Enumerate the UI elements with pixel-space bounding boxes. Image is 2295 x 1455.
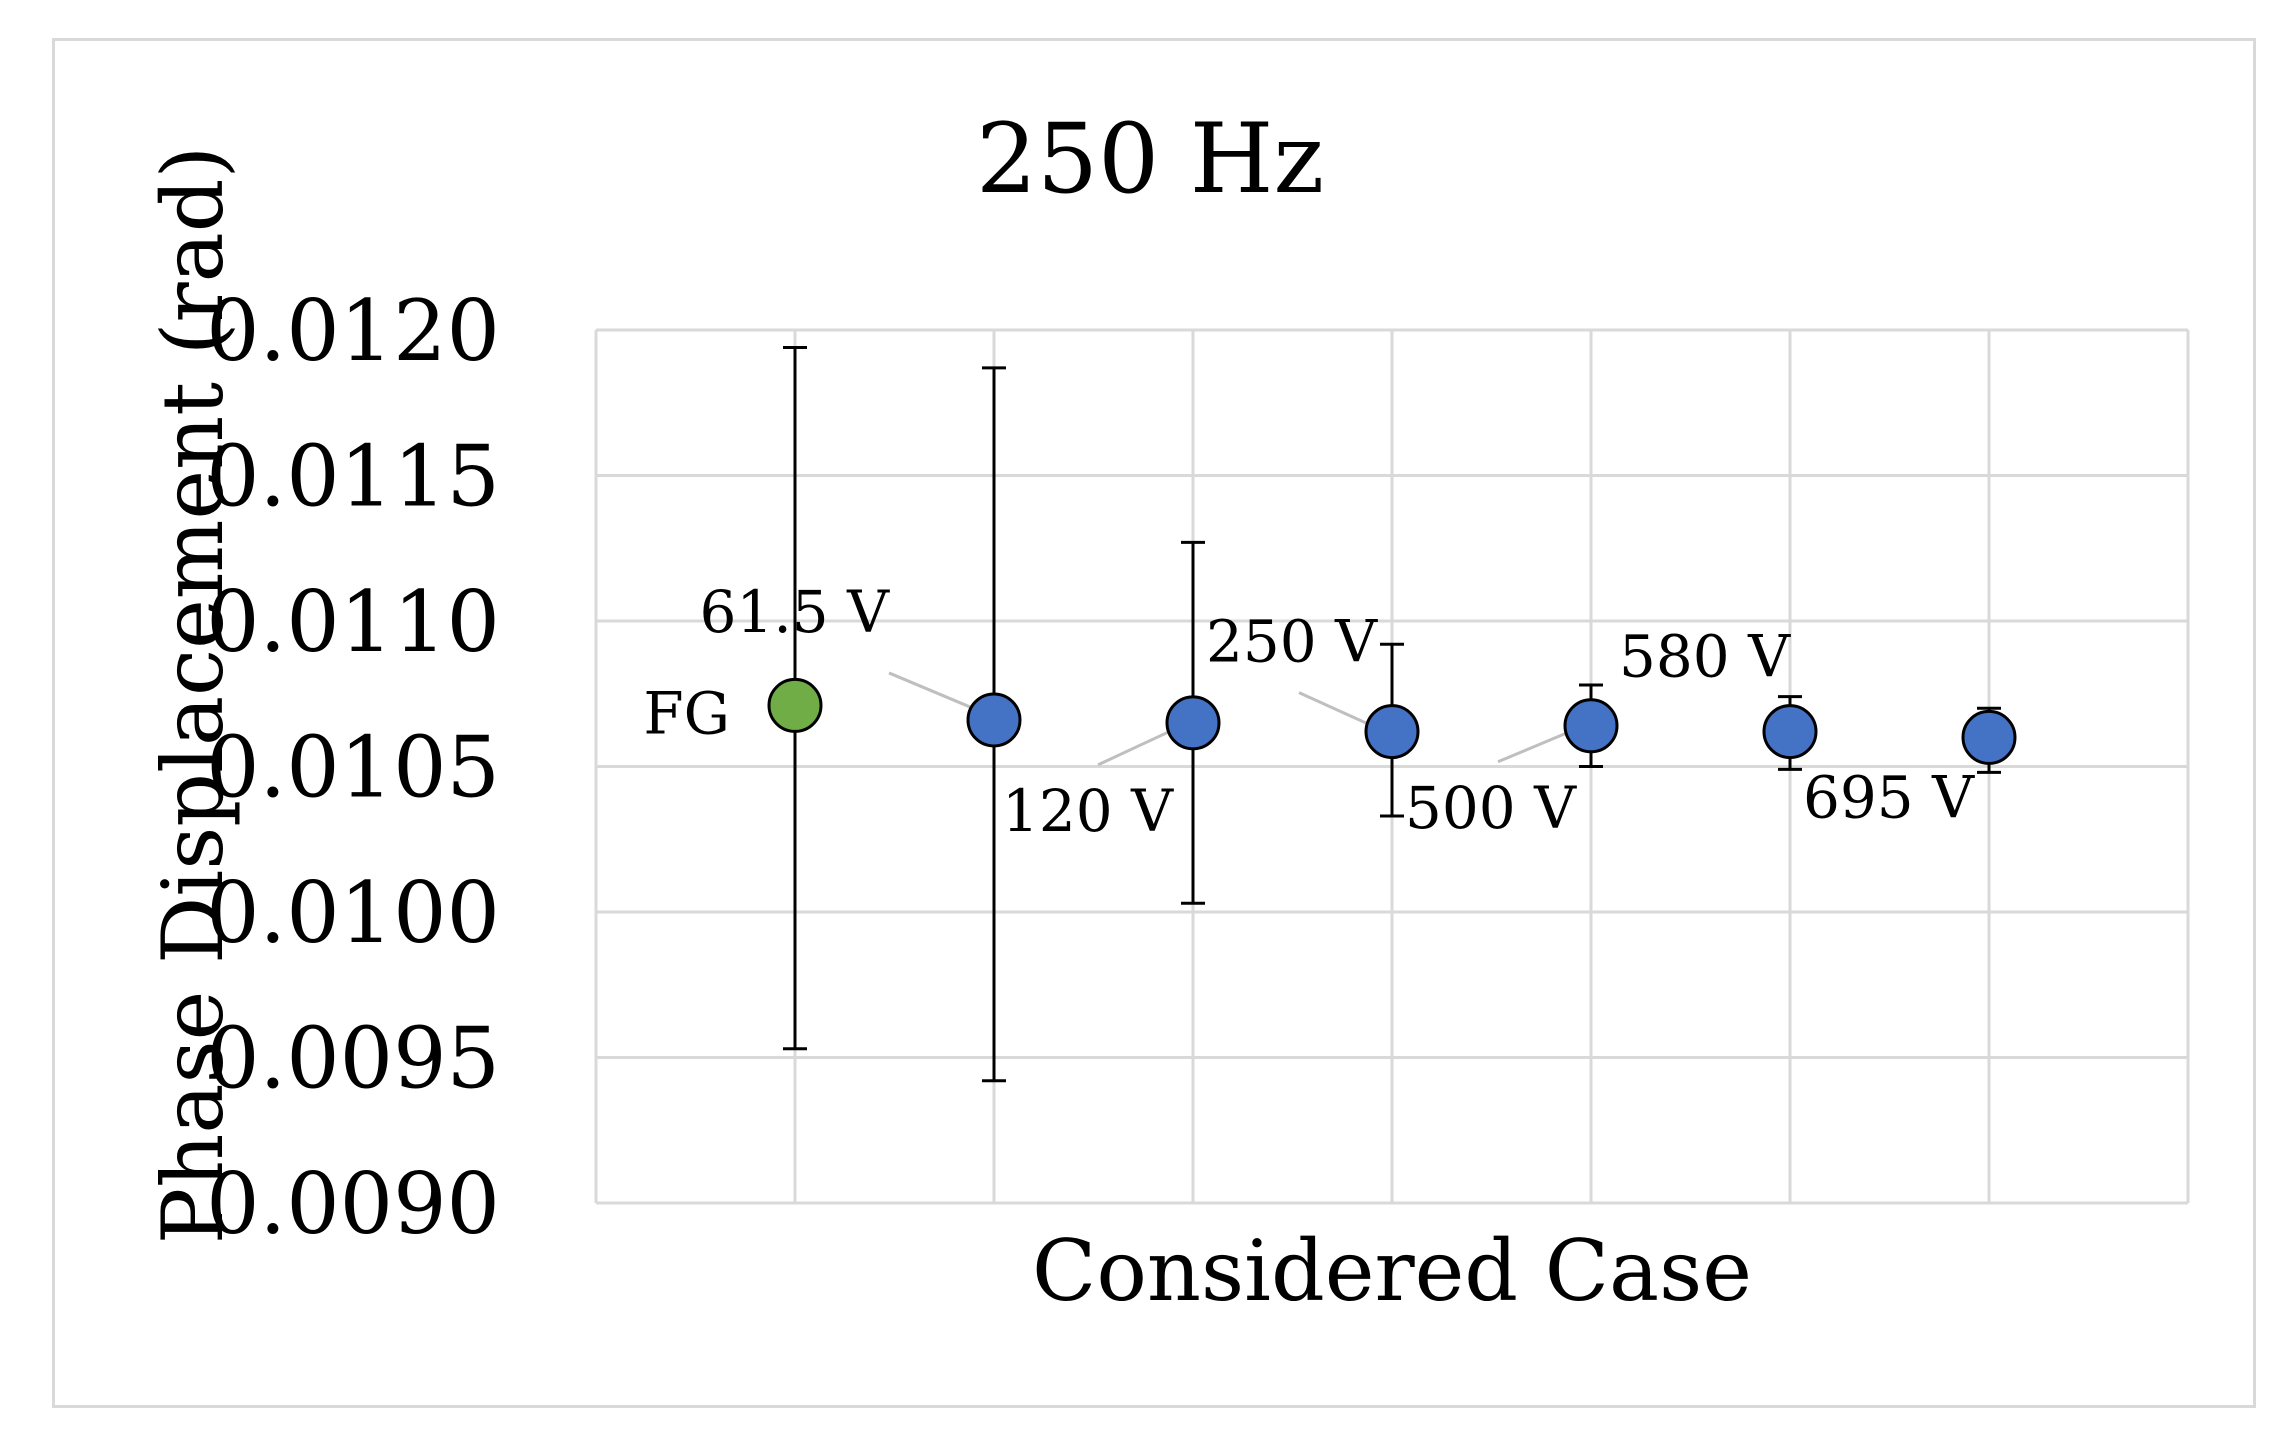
data-point-marker — [767, 677, 823, 733]
data-label: 250 V — [1206, 608, 1378, 676]
x-axis-label: Considered Case — [1032, 1222, 1752, 1320]
plot-area: 0.0120 0.0115 0.0110 0.0105 0.0100 0.0095 0.00… — [206, 282, 2190, 1253]
y-tick-label: 0.0090 — [206, 1155, 500, 1253]
data-point-marker — [1961, 709, 2017, 765]
y-tick-label: 0.0105 — [206, 719, 500, 817]
chart-title: 250 Hz — [976, 103, 1324, 215]
data-label: 695 V — [1803, 763, 1975, 831]
y-tick-label: 0.0110 — [206, 573, 500, 671]
data-point-marker — [966, 692, 1022, 748]
data-label: FG — [643, 679, 730, 747]
data-point-marker — [1762, 704, 1818, 760]
y-tick-label: 0.0115 — [206, 428, 500, 526]
data-label: 500 V — [1405, 774, 1577, 842]
data-label: 120 V — [1002, 777, 1174, 845]
y-tick-label: 0.0120 — [206, 282, 500, 380]
y-axis-label: Phase Displacement (rad) — [144, 146, 242, 1244]
y-tick-label: 0.0095 — [206, 1010, 500, 1108]
data-point-marker — [1364, 704, 1420, 760]
chart-frame — [52, 38, 2256, 1408]
data-point-marker — [1563, 698, 1619, 754]
data-point-marker — [1165, 695, 1221, 751]
y-tick-label: 0.0100 — [206, 864, 500, 962]
data-label: 61.5 V — [700, 578, 891, 646]
data-label: 580 V — [1619, 623, 1791, 691]
